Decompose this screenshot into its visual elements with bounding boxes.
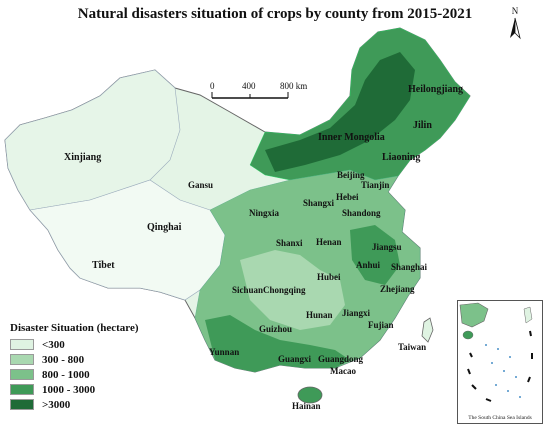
label-shandong: Shandong — [342, 208, 381, 218]
taiwan-island — [421, 317, 434, 343]
label-tianjin: Tianjin — [361, 180, 389, 190]
label-shangxi: Shangxi — [303, 198, 335, 208]
label-jilin: Jilin — [413, 120, 432, 131]
north-arrow: N — [505, 6, 525, 40]
label-henan: Henan — [316, 237, 342, 247]
legend-label: >3000 — [42, 398, 71, 411]
scale-bar: 0 400 800 km — [210, 78, 310, 108]
label-guangdong: Guangdong — [318, 354, 364, 364]
north-arrow-icon — [510, 17, 521, 40]
legend-label: 300 - 800 — [42, 353, 85, 366]
legend: Disaster Situation (hectare) <300 300 - … — [10, 322, 180, 412]
label-taiwan: Taiwan — [398, 342, 426, 352]
label-shanghai: Shanghai — [391, 262, 428, 272]
region-xinjiang-fill — [4, 69, 181, 211]
label-ningxia: Ningxia — [249, 208, 280, 218]
label-anhui: Anhui — [356, 260, 381, 270]
label-xinjiang: Xinjiang — [64, 152, 101, 163]
label-qinghai: Qinghai — [147, 222, 182, 233]
label-guizhou: Guizhou — [259, 324, 292, 334]
label-hainan: Hainan — [292, 401, 321, 411]
label-guangxi: Guangxi — [278, 354, 312, 364]
legend-title: Disaster Situation (hectare) — [10, 322, 139, 334]
label-chongqing: Chongqing — [263, 285, 306, 295]
label-sichuan: Sichuan — [232, 285, 263, 295]
north-label: N — [511, 6, 519, 16]
legend-label: <300 — [42, 338, 65, 351]
hainan-island — [297, 386, 323, 404]
label-gansu: Gansu — [188, 180, 213, 190]
label-macao: Macao — [330, 366, 356, 376]
label-hunan: Hunan — [306, 310, 333, 320]
legend-item: >3000 — [10, 397, 180, 412]
label-heilongjiang: Heilongjiang — [408, 84, 463, 95]
label-zhejiang: Zhejiang — [380, 284, 415, 294]
inset-caption: The South China Sea Islands — [468, 415, 532, 421]
legend-swatch — [10, 384, 34, 395]
map-title: Natural disasters situation of crops by … — [77, 6, 473, 22]
region-south-dark — [205, 315, 350, 372]
legend-label: 800 - 1000 — [42, 368, 90, 381]
region-mongolia-band — [265, 52, 415, 172]
label-hubei: Hubei — [317, 272, 341, 282]
south-china-sea-inset: The South China Sea Islands — [457, 300, 543, 424]
label-inner-mongolia: Inner Mongolia — [318, 132, 385, 143]
label-fujian: Fujian — [368, 320, 394, 330]
label-jiangsu: Jiangsu — [372, 242, 402, 252]
region-east-dark — [350, 225, 400, 285]
scale-tick-0: 0 — [210, 81, 215, 91]
legend-swatch — [10, 339, 34, 350]
legend-item: 300 - 800 — [10, 352, 180, 367]
legend-swatch — [10, 354, 34, 365]
legend-swatch — [10, 369, 34, 380]
legend-item: 1000 - 3000 — [10, 382, 180, 397]
legend-label: 1000 - 3000 — [42, 383, 96, 396]
region-central-light — [240, 250, 345, 330]
label-hebei: Hebei — [336, 192, 359, 202]
scale-tick-800: 800 km — [280, 81, 307, 91]
label-jiangxi: Jiangxi — [342, 308, 371, 318]
legend-item: 800 - 1000 — [10, 367, 180, 382]
label-shanxi: Shanxi — [276, 238, 303, 248]
label-tibet: Tibet — [92, 260, 115, 271]
label-liaoning: Liaoning — [382, 152, 420, 163]
legend-swatch — [10, 399, 34, 410]
label-yunnan: Yunnan — [209, 347, 239, 357]
inset-map — [459, 302, 533, 402]
scale-tick-400: 400 — [242, 81, 256, 91]
legend-item: <300 — [10, 337, 180, 352]
label-beijing: Beijing — [337, 170, 365, 180]
